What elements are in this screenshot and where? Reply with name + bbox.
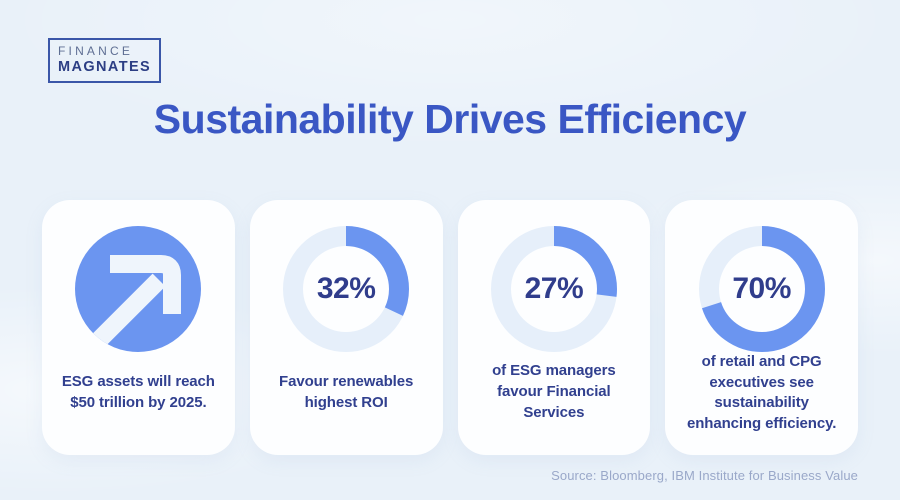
- source-attribution: Source: Bloomberg, IBM Institute for Bus…: [551, 468, 858, 483]
- card-caption: of ESG managers favour Financial Service…: [492, 362, 616, 421]
- donut-percent-label: 32%: [316, 272, 376, 305]
- stat-cards-row: ESG assets will reach $50 trillion by 20…: [42, 200, 858, 455]
- stat-card-esg-assets: ESG assets will reach $50 trillion by 20…: [42, 200, 235, 455]
- brand-line-2: MAGNATES: [58, 58, 152, 75]
- card-caption: ESG assets will reach $50 trillion by 20…: [61, 372, 215, 411]
- card-caption-wrap: of ESG managers favour Financial Service…: [487, 352, 621, 433]
- donut-percent-label: 70%: [732, 272, 791, 305]
- stat-card-esg-managers: 27% of ESG managers favour Financial Ser…: [457, 200, 651, 455]
- donut-percent-label: 27%: [524, 272, 584, 305]
- card-caption-wrap: of retail and CPG executives see sustain…: [678, 352, 846, 435]
- stat-card-retail-cpg: 70% of retail and CPG executives see sus…: [665, 200, 858, 455]
- card-caption-wrap: ESG assets will reach $50 trillion by 20…: [52, 352, 225, 433]
- card-caption: Favour renewables highest ROI: [279, 372, 414, 411]
- brand-line-1: FINANCE: [58, 44, 134, 58]
- card-caption-wrap: Favour renewables highest ROI: [270, 352, 422, 433]
- stat-card-renewables-roi: 32% Favour renewables highest ROI: [249, 200, 443, 455]
- donut-chart-70: 70%: [698, 226, 825, 352]
- donut-chart-32: 32%: [283, 226, 410, 352]
- page-title: Sustainability Drives Efficiency: [153, 96, 747, 142]
- arrow-up-right-icon: [75, 226, 202, 352]
- donut-chart-27: 27%: [490, 226, 617, 352]
- card-caption: of retail and CPG executives see sustain…: [686, 353, 837, 433]
- brand-logo: FINANCE MAGNATES: [48, 38, 162, 83]
